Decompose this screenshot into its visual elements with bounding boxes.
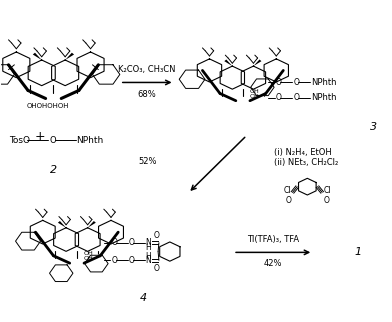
Text: NPhth: NPhth [311, 93, 337, 102]
Text: Tl(TFA)₃, TFA: Tl(TFA)₃, TFA [247, 235, 299, 244]
Text: NPhth: NPhth [76, 136, 104, 145]
Text: K₂CO₃, CH₃CN: K₂CO₃, CH₃CN [118, 65, 176, 74]
Polygon shape [241, 66, 266, 89]
Polygon shape [179, 70, 205, 89]
Polygon shape [88, 221, 96, 228]
Text: (i) N₂H₄, EtOH: (i) N₂H₄, EtOH [274, 148, 332, 157]
Polygon shape [58, 221, 66, 228]
Polygon shape [160, 242, 180, 261]
Text: +: + [34, 130, 45, 144]
Polygon shape [75, 228, 100, 251]
Text: NPhth: NPhth [311, 78, 337, 87]
Text: TosO: TosO [9, 136, 30, 145]
Text: 3: 3 [370, 122, 377, 132]
Text: H: H [145, 243, 151, 252]
Text: O: O [129, 238, 135, 247]
Text: O: O [276, 78, 281, 87]
Text: OH: OH [250, 89, 260, 94]
Polygon shape [251, 79, 274, 96]
Text: OH: OH [250, 94, 260, 99]
Text: 52%: 52% [138, 156, 156, 166]
Text: O: O [293, 78, 299, 87]
Text: O: O [112, 256, 118, 265]
Text: O: O [49, 136, 56, 145]
Text: 2: 2 [50, 165, 57, 175]
Polygon shape [264, 59, 289, 82]
Polygon shape [33, 53, 42, 60]
Polygon shape [224, 60, 232, 66]
Text: Cl: Cl [324, 186, 331, 195]
Text: 4: 4 [140, 293, 147, 303]
Text: (ii) NEt₃, CH₂Cl₂: (ii) NEt₃, CH₂Cl₂ [274, 158, 338, 167]
Polygon shape [16, 232, 40, 250]
Polygon shape [65, 53, 74, 60]
Polygon shape [197, 59, 221, 82]
Text: 1: 1 [354, 247, 362, 257]
Text: O: O [276, 93, 281, 102]
Text: N: N [145, 256, 151, 265]
Text: O: O [154, 264, 160, 273]
Text: O: O [154, 231, 160, 240]
Polygon shape [220, 66, 245, 89]
Polygon shape [28, 60, 55, 86]
Polygon shape [85, 255, 108, 272]
Text: O: O [129, 256, 135, 265]
Text: O: O [323, 196, 329, 205]
Polygon shape [0, 65, 15, 84]
Polygon shape [49, 265, 73, 281]
Polygon shape [52, 60, 79, 86]
Text: 42%: 42% [264, 260, 282, 269]
Text: O: O [286, 196, 292, 205]
Polygon shape [93, 65, 120, 84]
Polygon shape [77, 52, 104, 78]
Text: N: N [145, 238, 151, 247]
Polygon shape [253, 60, 261, 66]
Polygon shape [30, 220, 55, 244]
Text: H: H [145, 252, 151, 261]
Text: O: O [293, 93, 299, 102]
Text: OH: OH [84, 251, 94, 256]
Text: OHOHOHOH: OHOHOHOH [26, 103, 69, 109]
Text: 68%: 68% [138, 90, 156, 99]
Text: OH: OH [84, 256, 94, 261]
Polygon shape [54, 228, 78, 251]
Polygon shape [299, 178, 316, 195]
Polygon shape [98, 220, 123, 244]
Text: O: O [112, 238, 118, 247]
Polygon shape [3, 52, 30, 78]
Text: Cl: Cl [283, 186, 291, 195]
